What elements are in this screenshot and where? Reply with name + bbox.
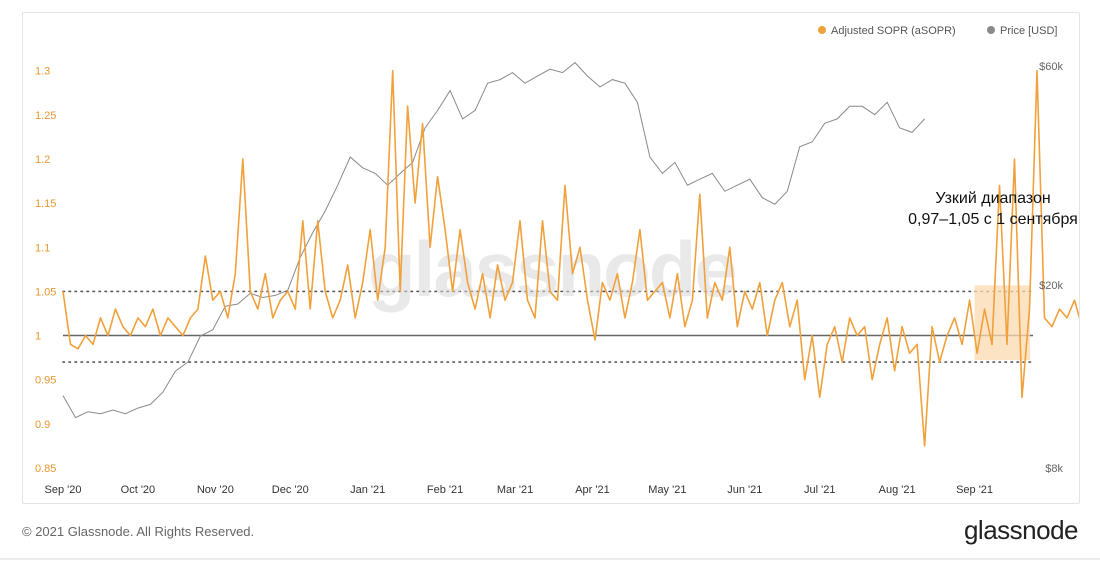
reference-lines [62, 290, 1034, 363]
annotation-line-2: 0,97–1,05 с 1 сентября [908, 211, 1078, 228]
y-left-tick: 1.15 [35, 198, 56, 210]
legend: Adjusted SOPR (aSOPR) Price [USD] [818, 25, 1057, 37]
y-left-tick: 1.25 [35, 110, 56, 122]
y-left-tick: 1.1 [35, 242, 50, 254]
x-tick: Jul '21 [804, 484, 835, 496]
sopr-price-chart: glassnode 0.850.90.9511.051.11.151.21.25… [35, 25, 1079, 496]
y-axis-left: 0.85 0.9 0.95 1 1.05 1.1 1.15 1.2 1.25 1.3 [35, 66, 56, 475]
legend-swatch-price [987, 26, 995, 34]
y-left-tick: 1 [35, 331, 41, 343]
x-tick: Dec '20 [272, 484, 309, 496]
chart-frame: glassnode 0.85 0.9 0.95 1 1.05 1.1 1.15 1.2 1.25… [22, 12, 1080, 504]
y-right-tick: $60k [1039, 61, 1063, 73]
annotation: Узкий диапазон 0,97–1,05 с 1 сентября [908, 190, 1078, 228]
x-tick: Sep '21 [956, 484, 993, 496]
divider [0, 558, 1100, 560]
x-tick: Nov '20 [197, 484, 234, 496]
x-tick: Mar '21 [497, 484, 533, 496]
sopr-line [62, 69, 1079, 447]
y-left-tick: 0.85 [35, 463, 56, 475]
y-left-tick: 0.95 [35, 375, 56, 387]
x-tick: Aug '21 [879, 484, 916, 496]
y-left-tick: 1.05 [35, 286, 56, 298]
copyright-text: © 2021 Glassnode. All Rights Reserved. [22, 524, 255, 539]
y-right-tick: $20k [1039, 280, 1063, 292]
x-tick: Jan '21 [350, 484, 385, 496]
x-tick: Apr '21 [575, 484, 610, 496]
y-left-tick: 1.2 [35, 154, 50, 166]
y-left-tick: 1.3 [35, 66, 50, 78]
x-axis: Sep '20 Oct '20 Nov '20 Dec '20 Jan '21 Feb '… [45, 484, 994, 496]
x-tick: Feb '21 [427, 484, 463, 496]
price-series [62, 61, 925, 419]
annotation-line-1: Узкий диапазон [935, 190, 1050, 207]
y-axis-right: $8k $20k $60k [1039, 61, 1063, 475]
x-tick: Jun '21 [727, 484, 762, 496]
legend-swatch-sopr [818, 26, 826, 34]
x-tick: Sep '20 [45, 484, 82, 496]
x-tick: May '21 [648, 484, 686, 496]
sopr-series [62, 69, 1079, 447]
y-right-tick: $8k [1045, 463, 1063, 475]
y-left-tick: 0.9 [35, 419, 50, 431]
x-tick: Oct '20 [121, 484, 156, 496]
price-line [62, 61, 925, 419]
legend-label-sopr[interactable]: Adjusted SOPR (aSOPR) [831, 25, 956, 37]
glassnode-logo[interactable]: glassnode [963, 515, 1079, 545]
legend-label-price[interactable]: Price [USD] [1000, 25, 1057, 37]
